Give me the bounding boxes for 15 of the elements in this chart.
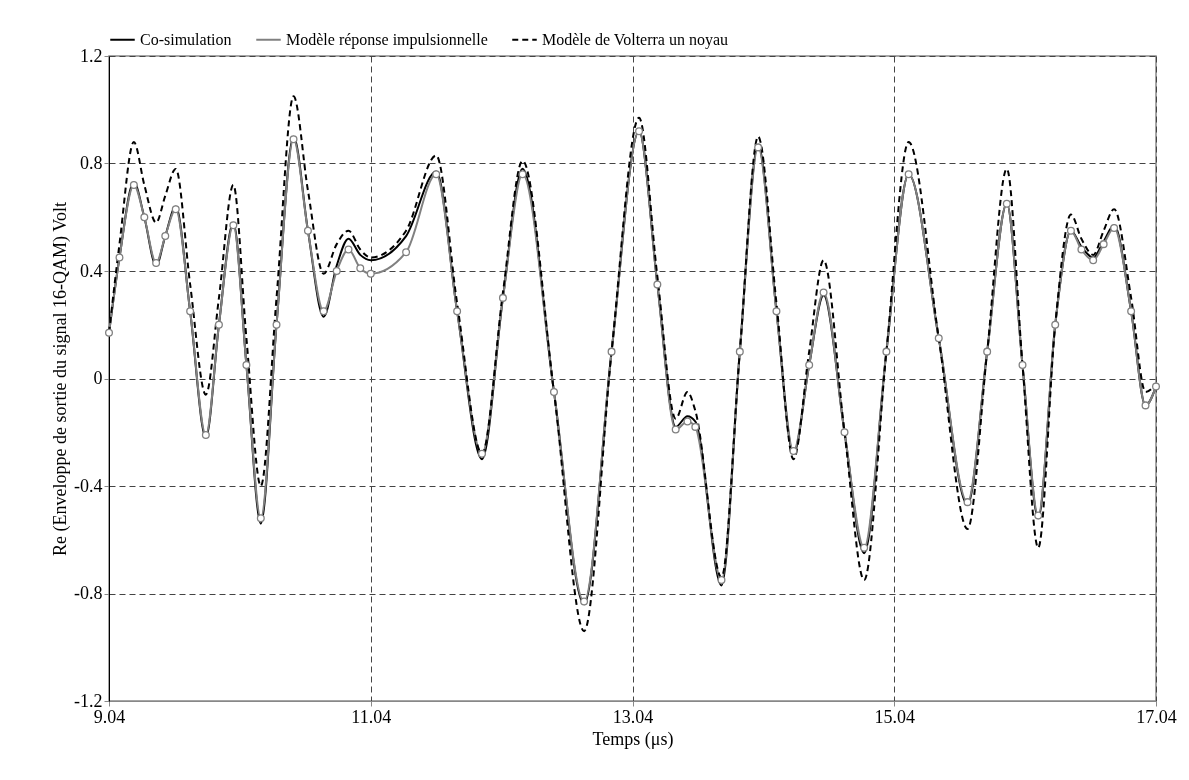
x-tick-label: 15.04 (874, 706, 915, 727)
y-axis-title: Re (Enveloppe de sortie du signal 16-QAM) Volt (50, 202, 72, 556)
legend-label: Modèle de Volterra un noyau (542, 30, 729, 49)
legend-label: Modèle réponse impulsionnelle (286, 30, 488, 49)
y-tick-label: 0 (93, 368, 103, 388)
x-axis-title: Temps (μs) (592, 728, 674, 750)
y-tick-label: -0.8 (74, 583, 103, 603)
x-tick-label: 13.04 (612, 706, 654, 727)
y-tick-label: 0.8 (80, 153, 103, 173)
legend-label: Co-simulation (140, 30, 232, 48)
y-tick-label: -0.4 (74, 475, 103, 496)
y-tick-label: 0.4 (80, 260, 103, 281)
x-tick-label: 11.04 (351, 706, 392, 727)
x-tick-label: 17.04 (1136, 706, 1177, 727)
y-tick-label: 1.2 (80, 45, 103, 66)
